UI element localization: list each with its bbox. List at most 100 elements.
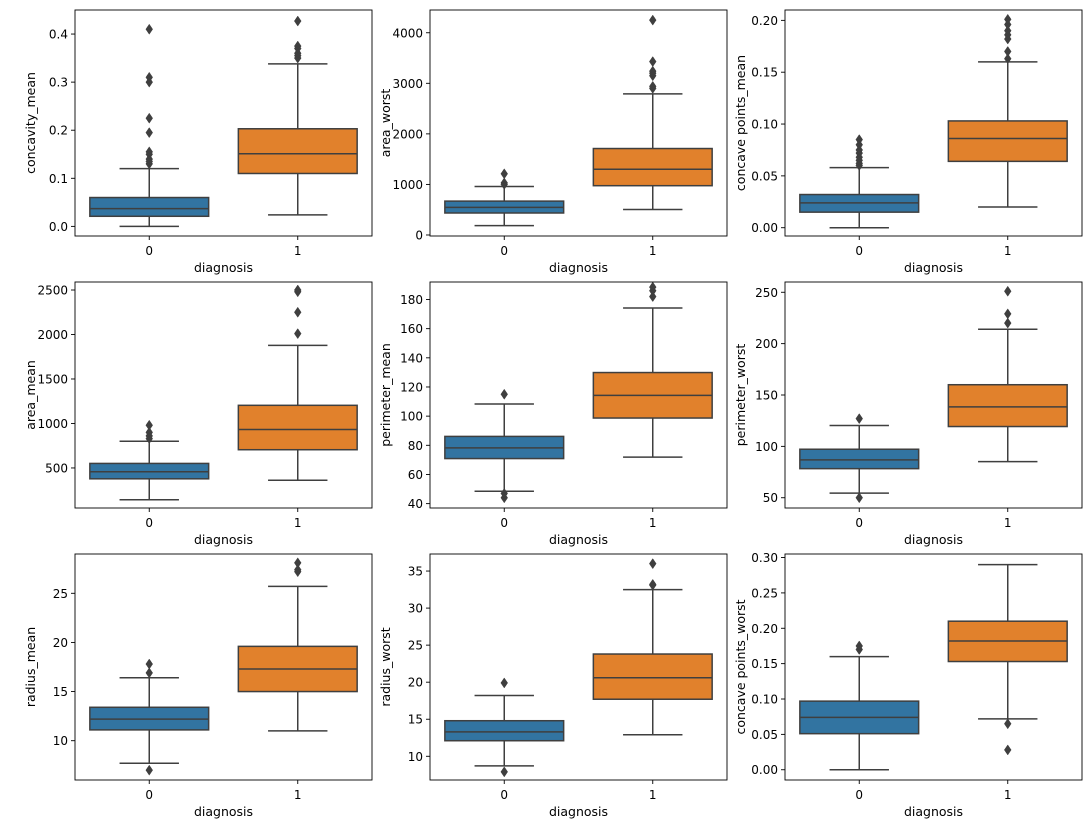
outlier-marker [500, 177, 508, 189]
x-tick-label: 1 [1004, 788, 1012, 802]
y-tick-label: 200 [755, 337, 778, 351]
outlier-marker [1004, 25, 1012, 37]
iqr-box [592, 653, 713, 700]
outlier-marker [1004, 13, 1012, 25]
outlier-marker [649, 281, 657, 293]
y-tick-label: 150 [755, 389, 778, 403]
y-tick-label: 0.30 [751, 551, 778, 565]
outlier-marker [1004, 46, 1012, 57]
axes-frame [74, 9, 373, 237]
y-axis-label: concave points_mean [733, 55, 748, 191]
x-tick-label: 0 [855, 788, 863, 802]
y-axis-label: perimeter_worst [733, 344, 748, 447]
axes-frame [784, 9, 1083, 237]
iqr-box [947, 120, 1068, 163]
x-tick-label: 1 [649, 244, 657, 258]
y-tick-label: 0.05 [751, 169, 778, 183]
outlier-marker [145, 426, 153, 438]
axes-frame [74, 281, 373, 509]
y-tick-label: 4000 [392, 26, 423, 40]
y-tick-label: 25 [53, 587, 68, 601]
outlier-marker [649, 558, 657, 570]
axes-frame [784, 281, 1083, 509]
iqr-box [89, 196, 210, 218]
x-tick-label: 1 [1004, 516, 1012, 530]
iqr-box [237, 404, 358, 451]
y-tick-label: 10 [53, 734, 68, 748]
x-axis-label: diagnosis [194, 804, 253, 819]
y-axis-label: radius_worst [378, 627, 393, 706]
subplot-concavity-mean: 0.0 0.1 0.2 0.3 0.4 0 1 diagnosis concavity_mean [23, 9, 373, 275]
outlier-marker [855, 640, 863, 652]
outlier-marker [649, 578, 657, 590]
outlier-marker [145, 764, 153, 776]
outlier-marker [294, 40, 302, 52]
box-diagnosis-0 [89, 23, 210, 228]
y-tick-label: 35 [408, 565, 423, 579]
box-diagnosis-1 [237, 284, 358, 481]
box-diagnosis-0 [799, 134, 920, 229]
box-diagnosis-1 [237, 557, 358, 732]
y-tick-label: 0.0 [49, 220, 68, 234]
box-diagnosis-1 [592, 14, 713, 211]
subplot-area-mean: 500 1000 1500 2000 2500 0 1 diagnosis area_mean [23, 281, 373, 547]
x-tick-label: 0 [500, 516, 508, 530]
subplot-area-worst: 0 1000 2000 3000 4000 0 1 diagnosis area_worst [378, 9, 728, 275]
y-tick-label: 2000 [37, 328, 68, 342]
box-diagnosis-1 [947, 563, 1068, 756]
x-axis-label: diagnosis [194, 260, 253, 275]
y-tick-label: 0.15 [751, 66, 778, 80]
iqr-box [444, 719, 565, 742]
outlier-marker [145, 146, 153, 158]
outlier-marker [855, 413, 863, 425]
y-tick-label: 0.4 [49, 28, 68, 42]
box-diagnosis-1 [592, 281, 713, 458]
y-tick-label: 0.2 [49, 124, 68, 138]
y-tick-label: 20 [53, 636, 68, 650]
y-tick-label: 0.1 [49, 172, 68, 186]
y-tick-label: 60 [408, 468, 423, 482]
axes-frame [429, 281, 728, 509]
box-diagnosis-1 [947, 285, 1068, 463]
y-tick-label: 15 [53, 685, 68, 699]
y-tick-label: 500 [45, 461, 68, 475]
outlier-marker [649, 56, 657, 68]
box-diagnosis-1 [592, 558, 713, 736]
outlier-marker [855, 492, 863, 504]
y-tick-label: 1000 [37, 417, 68, 431]
x-tick-label: 1 [1004, 244, 1012, 258]
outlier-marker [294, 564, 302, 576]
y-tick-label: 0.25 [751, 586, 778, 600]
y-tick-label: 0.20 [751, 14, 778, 28]
outlier-marker [1004, 744, 1012, 756]
y-tick-label: 0 [415, 228, 423, 242]
y-tick-label: 20 [408, 676, 423, 690]
outlier-marker [294, 306, 302, 318]
y-tick-label: 0.3 [49, 76, 68, 90]
y-axis-label: area_mean [23, 360, 38, 430]
axes-frame [429, 9, 728, 237]
y-tick-label: 180 [400, 293, 423, 307]
outlier-marker [500, 766, 508, 778]
subplot-perimeter-worst: 50 100 150 200 250 0 1 diagnosis perimeter_worst [733, 281, 1083, 547]
x-tick-label: 0 [145, 244, 153, 258]
y-tick-label: 1500 [37, 372, 68, 386]
outlier-marker [145, 23, 153, 35]
outlier-marker [500, 388, 508, 400]
box-diagnosis-0 [799, 413, 920, 504]
x-tick-label: 0 [500, 788, 508, 802]
outlier-marker [1004, 317, 1012, 329]
outlier-marker [500, 487, 508, 499]
x-axis-label: diagnosis [904, 804, 963, 819]
x-tick-label: 1 [294, 788, 302, 802]
outlier-marker [855, 134, 863, 146]
outlier-marker [500, 677, 508, 689]
x-tick-label: 0 [855, 244, 863, 258]
box-diagnosis-0 [444, 677, 565, 778]
box-diagnosis-1 [237, 15, 358, 216]
outlier-marker [145, 127, 153, 139]
outlier-marker [145, 658, 153, 670]
outlier-marker [294, 15, 302, 27]
y-axis-label: concave points_worst [733, 599, 748, 734]
x-tick-label: 1 [294, 516, 302, 530]
